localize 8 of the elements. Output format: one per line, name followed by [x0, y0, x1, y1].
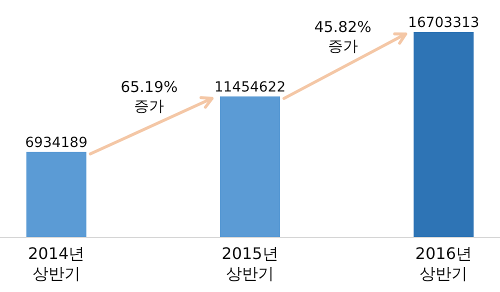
x-tick-label: 2015년 상반기	[222, 244, 278, 283]
x-tick-label: 2014년 상반기	[28, 244, 85, 283]
annotation: 65.19% 증가	[120, 78, 178, 115]
data-label: 6934189	[25, 134, 88, 151]
data-label: 16703313	[408, 15, 480, 31]
data-label: 11454622	[214, 79, 286, 96]
x-tick-label: 2016년 상반기	[415, 244, 472, 283]
annotation: 45.82% 증가	[314, 18, 372, 55]
